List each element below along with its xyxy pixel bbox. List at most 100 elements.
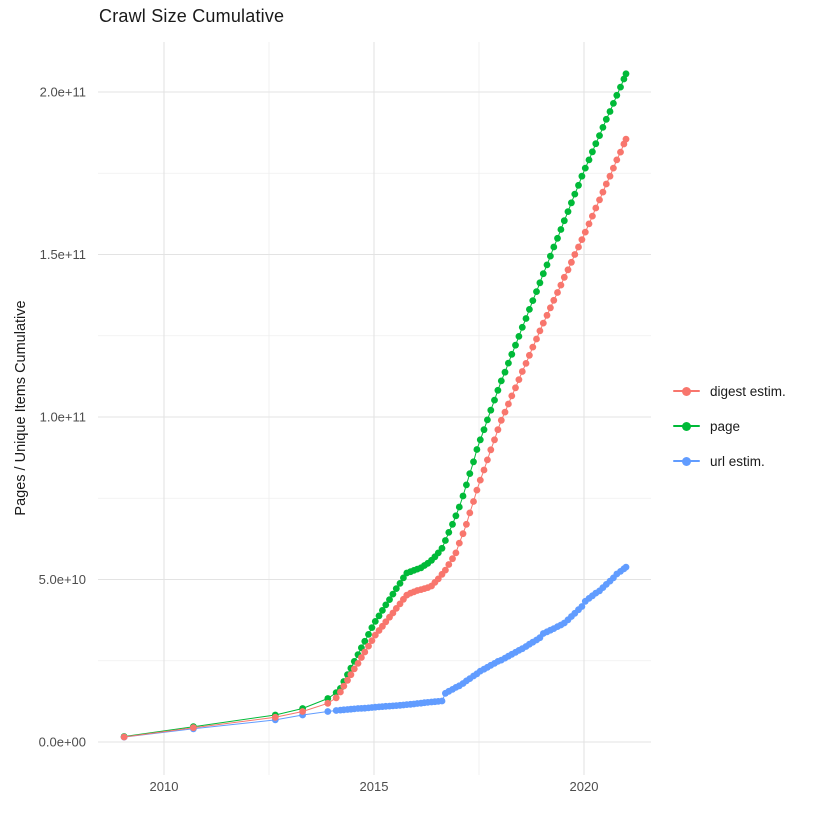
data-point [533, 288, 540, 295]
data-point [606, 172, 614, 180]
data-point [371, 618, 379, 625]
data-point [529, 343, 537, 351]
data-point [455, 539, 463, 547]
series-line-digest-estim [124, 138, 627, 738]
legend-label-page: page [710, 418, 741, 434]
data-point [361, 648, 369, 656]
data-point [543, 261, 551, 269]
y-tick-label: 1.5e+11 [40, 247, 86, 262]
data-point [190, 724, 197, 732]
data-point [452, 549, 460, 557]
data-point [347, 671, 355, 679]
data-point [480, 426, 488, 434]
data-point [487, 406, 495, 414]
data-point [589, 212, 596, 220]
data-point [557, 281, 565, 289]
data-point [518, 323, 526, 331]
data-point [434, 549, 442, 557]
data-point [536, 279, 544, 287]
series-line-url-estim [124, 566, 627, 738]
data-point [382, 601, 390, 609]
data-point [585, 220, 593, 228]
data-point [494, 386, 502, 394]
series-page [120, 70, 630, 740]
data-point [501, 408, 509, 416]
data-point [617, 148, 624, 156]
series-points-url-estim [120, 563, 630, 741]
data-point [271, 713, 279, 721]
data-point [536, 327, 544, 335]
data-point [350, 665, 358, 673]
data-point [386, 596, 393, 603]
data-point [622, 70, 630, 78]
data-point [522, 360, 530, 367]
data-point [578, 236, 586, 244]
data-point [585, 156, 593, 164]
data-point [617, 83, 624, 91]
data-point [392, 585, 400, 592]
data-point [337, 688, 344, 696]
data-point [463, 520, 470, 528]
y-tick-label: 2.0e+11 [40, 85, 86, 100]
x-tick-label: 2020 [570, 779, 599, 794]
data-point [494, 426, 502, 434]
series-points-page [120, 70, 630, 740]
data-point [602, 180, 610, 188]
data-point [602, 115, 610, 123]
data-point [515, 333, 523, 340]
data-point [547, 252, 554, 260]
legend-key-digest-icon [673, 380, 700, 402]
data-point [442, 566, 449, 574]
data-point [518, 368, 526, 375]
data-point [522, 315, 530, 322]
data-point [442, 537, 449, 544]
data-point [620, 75, 628, 83]
data-point [361, 637, 369, 645]
data-point [445, 561, 453, 568]
data-point [438, 544, 446, 552]
data-point [371, 631, 379, 639]
data-point [526, 351, 533, 359]
data-point [592, 204, 600, 212]
data-point [473, 486, 481, 494]
data-point [480, 466, 488, 474]
data-point [497, 377, 505, 385]
data-point [592, 140, 600, 148]
data-point [445, 529, 453, 536]
series-digest-estim [120, 135, 630, 741]
data-point [606, 108, 614, 115]
data-point [491, 436, 498, 444]
data-point [484, 456, 491, 464]
data-point [554, 289, 561, 296]
data-point [389, 590, 397, 598]
data-point [610, 100, 617, 107]
data-point [622, 135, 630, 143]
data-point [589, 148, 596, 156]
series-url-estim [120, 563, 630, 741]
x-tick-label: 2015 [360, 779, 389, 794]
data-point [568, 258, 575, 266]
data-point [550, 296, 558, 304]
y-tick-label: 5.0e+10 [39, 572, 86, 587]
data-point [473, 446, 481, 453]
data-point [476, 436, 484, 444]
data-point [596, 132, 603, 140]
data-point [324, 699, 332, 707]
data-point [564, 208, 572, 216]
data-point [365, 631, 372, 638]
data-point [622, 563, 630, 571]
data-point [575, 243, 582, 251]
data-point [487, 446, 495, 454]
data-point [438, 697, 446, 705]
legend-key-page-icon [673, 415, 700, 437]
data-point [539, 270, 547, 278]
legend-key-url-icon [673, 450, 700, 472]
data-point [463, 481, 470, 489]
data-point [571, 190, 579, 198]
data-point [332, 694, 340, 702]
data-point [452, 512, 460, 520]
data-point [581, 228, 589, 236]
data-point [539, 319, 547, 327]
